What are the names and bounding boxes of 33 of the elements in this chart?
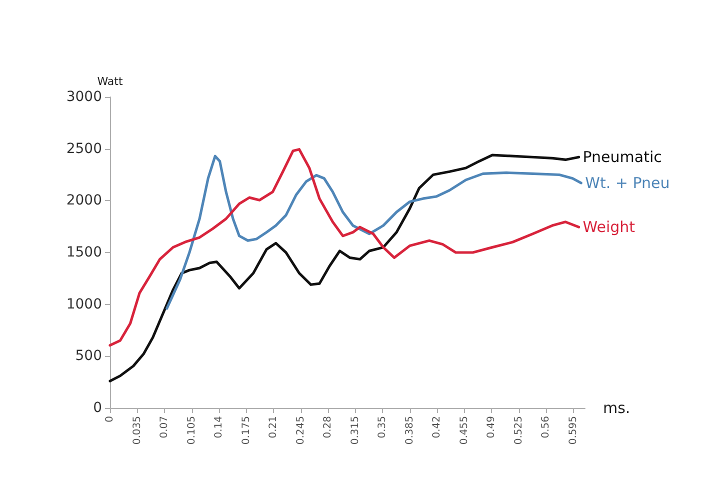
x-tick-label: 0.525 [513, 416, 524, 445]
y-tick-label: 1500 [66, 244, 102, 260]
line-series [108, 148, 580, 347]
x-tick-label: 0.175 [240, 416, 252, 445]
x-tick-label: 0.14 [214, 416, 225, 438]
y-tick-label: 2000 [66, 192, 102, 209]
x-tick-label: 0.315 [350, 416, 361, 445]
y-axis-title: Watt [97, 75, 124, 88]
line-series [166, 154, 582, 310]
x-tick-label: 0.245 [295, 416, 306, 445]
y-tick-label: 2500 [66, 140, 102, 157]
x-tick-label: 0.595 [568, 416, 579, 445]
x-tick-label: 0.21 [268, 416, 280, 438]
x-tick-label: 0.385 [404, 416, 416, 445]
series-label: Pneumatic [582, 148, 662, 166]
x-tick-label: 0.35 [377, 416, 388, 438]
series-label: Wt. + Pneu [585, 174, 670, 192]
x-axis-title: ms. [603, 399, 630, 417]
x-tick-label: 0 [104, 416, 116, 422]
x-tick-label: 0.42 [432, 416, 443, 438]
x-tick-label: 0.49 [486, 416, 498, 438]
y-tick-label: 3000 [66, 89, 102, 105]
series-label: Weight [582, 218, 636, 236]
x-tick-label: 0.035 [132, 416, 143, 445]
x-tick-label: 0.07 [159, 416, 170, 438]
y-tick-label: 1000 [66, 296, 102, 312]
y-tick-label: 0 [93, 400, 102, 416]
x-tick-label: 0.455 [458, 416, 470, 445]
y-tick-label: 500 [75, 348, 102, 364]
x-tick-label: 0.105 [186, 416, 198, 445]
x-tick-label: 0.28 [322, 416, 334, 438]
x-tick-label: 0.56 [540, 416, 552, 438]
line-series [108, 154, 580, 382]
